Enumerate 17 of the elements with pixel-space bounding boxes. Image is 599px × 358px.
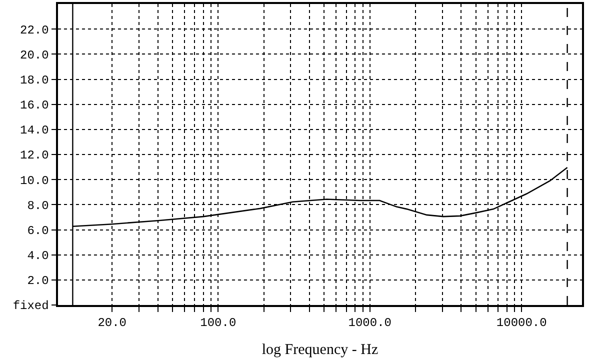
y-tick-label: 22.0: [20, 23, 49, 38]
y-tick-label: 16.0: [20, 98, 49, 113]
x-tick-label: 100.0: [200, 316, 236, 330]
y-tick-label: 18.0: [20, 73, 49, 88]
x-axis-title: log Frequency - Hz: [262, 342, 378, 358]
y-tick-label: 8.0: [27, 198, 49, 213]
y-tick-label: 10.0: [20, 174, 49, 188]
x-tick-label: 20.0: [98, 316, 127, 330]
y-tick-label: 14.0: [20, 124, 49, 138]
x-tick-label: 10000.0: [496, 316, 547, 330]
y-tick-label: 6.0: [27, 224, 49, 238]
x-tick-label: 1000.0: [348, 316, 392, 330]
y-tick-label: 12.0: [20, 148, 49, 163]
y-tick-label: fixed: [12, 299, 49, 314]
y-tick-label: 20.0: [20, 48, 49, 62]
y-tick-label: 2.0: [27, 274, 49, 288]
y-tick-label: 4.0: [27, 249, 49, 264]
